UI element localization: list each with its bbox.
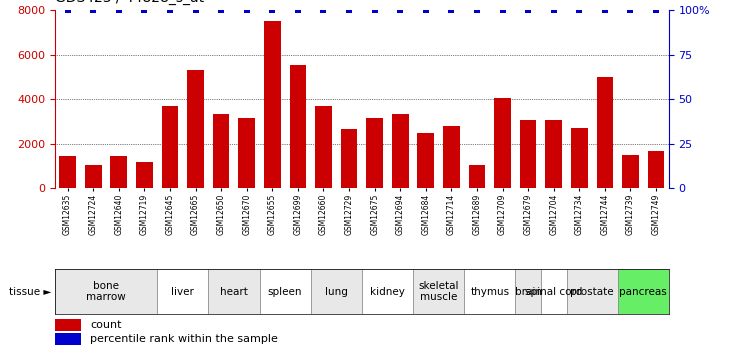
Bar xyxy=(110,156,127,188)
Point xyxy=(368,8,380,13)
Bar xyxy=(157,269,208,314)
Bar xyxy=(55,269,157,314)
Bar xyxy=(494,98,511,188)
Point xyxy=(650,8,662,13)
Text: pancreas: pancreas xyxy=(619,287,667,296)
Bar xyxy=(618,269,669,314)
Bar xyxy=(392,114,409,188)
Text: thymus: thymus xyxy=(470,287,510,296)
Point xyxy=(496,8,508,13)
Point xyxy=(189,8,201,13)
Bar xyxy=(648,151,664,188)
Text: spinal cord: spinal cord xyxy=(525,287,583,296)
Bar xyxy=(464,269,515,314)
Bar xyxy=(187,70,204,188)
Bar xyxy=(413,269,464,314)
Bar xyxy=(55,333,81,345)
Text: bone
marrow: bone marrow xyxy=(86,281,126,302)
Point xyxy=(599,8,610,13)
Text: brain: brain xyxy=(515,287,542,296)
Point xyxy=(548,8,559,13)
Point xyxy=(266,8,278,13)
Point xyxy=(573,8,585,13)
Bar xyxy=(260,269,311,314)
Bar xyxy=(315,106,332,188)
Bar xyxy=(520,120,537,188)
Bar xyxy=(596,77,613,188)
Text: GDS423 / 44828_s_at: GDS423 / 44828_s_at xyxy=(55,0,204,5)
Bar xyxy=(417,132,434,188)
Bar xyxy=(208,269,260,314)
Bar xyxy=(238,118,255,188)
Point xyxy=(394,8,406,13)
Text: lung: lung xyxy=(325,287,348,296)
Point xyxy=(138,8,150,13)
Point xyxy=(113,8,124,13)
Text: liver: liver xyxy=(171,287,194,296)
Point xyxy=(240,8,253,13)
Point xyxy=(343,8,355,13)
Bar xyxy=(55,319,81,331)
Point xyxy=(471,8,482,13)
Bar xyxy=(289,65,306,188)
Point xyxy=(522,8,534,13)
Bar xyxy=(264,21,281,188)
Bar xyxy=(366,118,383,188)
Bar xyxy=(362,269,413,314)
Bar xyxy=(443,126,460,188)
Text: count: count xyxy=(90,320,121,330)
Text: kidney: kidney xyxy=(370,287,405,296)
Bar xyxy=(213,114,230,188)
Bar xyxy=(162,106,178,188)
Text: prostate: prostate xyxy=(570,287,614,296)
Point xyxy=(61,8,73,13)
Point xyxy=(292,8,303,13)
Bar xyxy=(136,162,153,188)
Text: tissue ►: tissue ► xyxy=(9,287,51,296)
Bar xyxy=(469,165,485,188)
Text: percentile rank within the sample: percentile rank within the sample xyxy=(90,334,278,344)
Bar xyxy=(622,155,639,188)
Bar xyxy=(571,128,588,188)
Point xyxy=(164,8,175,13)
Bar xyxy=(545,120,562,188)
Bar xyxy=(85,165,102,188)
Point xyxy=(420,8,431,13)
Point xyxy=(317,8,329,13)
Point xyxy=(624,8,636,13)
Text: skeletal
muscle: skeletal muscle xyxy=(418,281,459,302)
Bar xyxy=(515,269,541,314)
Text: heart: heart xyxy=(220,287,248,296)
Point xyxy=(87,8,99,13)
Bar xyxy=(541,269,567,314)
Text: spleen: spleen xyxy=(268,287,303,296)
Point xyxy=(215,8,227,13)
Point xyxy=(445,8,458,13)
Bar xyxy=(59,156,76,188)
Bar xyxy=(341,129,357,188)
Bar xyxy=(567,269,618,314)
Bar xyxy=(311,269,362,314)
